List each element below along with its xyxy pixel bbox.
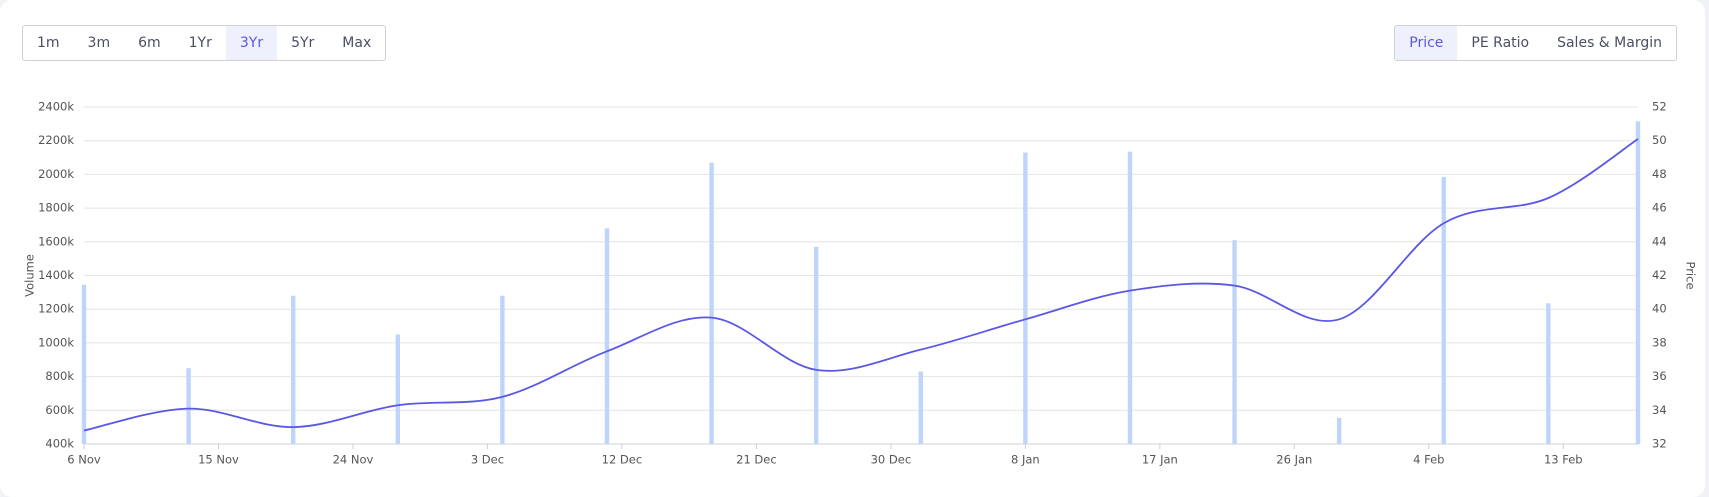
x-tick-label: 24 Nov — [333, 453, 374, 467]
x-tick-label: 8 Jan — [1011, 453, 1040, 467]
range-button[interactable]: 3m — [87, 35, 111, 51]
x-tick-label: 4 Feb — [1413, 453, 1444, 467]
y-tick-label: 1400k — [38, 268, 74, 282]
y-axis-title: Volume — [23, 254, 37, 297]
volume-bar — [1232, 240, 1237, 444]
x-tick-label: 13 Feb — [1544, 453, 1583, 467]
y2-tick-label: 38 — [1652, 335, 1667, 349]
range-button[interactable]: 5Yr — [291, 35, 315, 51]
x-tick-label: 3 Dec — [471, 453, 504, 467]
tab-button[interactable]: Sales & Margin — [1557, 35, 1662, 51]
x-tick-label: 30 Dec — [871, 453, 912, 467]
y2-tick-label: 36 — [1652, 369, 1667, 383]
y2-tick-label: 40 — [1652, 302, 1667, 316]
price-line — [83, 138, 1639, 432]
volume-bar — [709, 162, 714, 445]
tab-group: Price PE Ratio Sales & Margin — [1394, 25, 1677, 61]
volume-bar — [81, 284, 87, 444]
y-tick-label: 1000k — [38, 335, 74, 349]
volume-bar — [1635, 121, 1641, 444]
y-tick-label: 400k — [45, 437, 74, 451]
y2-tick-label: 34 — [1652, 403, 1667, 417]
y-tick-label: 2000k — [38, 167, 74, 181]
volume-bar — [1546, 303, 1551, 444]
y2-tick-label: 32 — [1652, 437, 1667, 451]
range-button[interactable]: 6m — [138, 35, 161, 51]
y2-tick-label: 52 — [1652, 100, 1667, 114]
y-tick-label: 800k — [45, 369, 74, 383]
tab-button[interactable]: PE Ratio — [1471, 35, 1530, 51]
volume-bar — [290, 295, 296, 444]
volume-bar — [500, 295, 505, 444]
y2-tick-label: 48 — [1652, 167, 1667, 181]
range-group: 1m 3m 6m 1Yr 3Yr 5Yr Max — [22, 25, 387, 61]
y-tick-label: 1600k — [38, 234, 74, 248]
x-tick-label: 21 Dec — [736, 453, 777, 467]
x-tick-label: 12 Dec — [602, 453, 643, 467]
volume-bar — [1336, 417, 1342, 444]
range-button[interactable]: 1m — [37, 35, 60, 51]
y-tick-label: 2200k — [38, 133, 74, 147]
x-tick-label: 17 Jan — [1142, 453, 1178, 467]
tab-button[interactable]: Price — [1395, 26, 1458, 60]
y2-tick-label: 44 — [1652, 234, 1667, 248]
y-tick-label: 600k — [45, 403, 74, 417]
y-tick-label: 2400k — [38, 100, 74, 114]
x-tick-label: 6 Nov — [67, 453, 101, 467]
y2-tick-label: 46 — [1652, 201, 1667, 215]
volume-bar — [186, 368, 191, 444]
y2-axis-title: Price — [1684, 261, 1698, 289]
volume-bar — [395, 334, 400, 444]
x-tick-label: 15 Nov — [198, 453, 239, 467]
volume-bar — [918, 371, 923, 444]
volume-bar — [1441, 176, 1446, 445]
volume-bar — [813, 246, 819, 444]
y2-tick-label: 42 — [1652, 268, 1667, 282]
y-tick-label: 1800k — [38, 201, 74, 215]
y-tick-label: 1200k — [38, 302, 74, 316]
volume-bar — [1127, 151, 1133, 444]
range-button[interactable]: 3Yr — [225, 26, 278, 60]
range-button[interactable]: Max — [342, 35, 372, 51]
range-button[interactable]: 1Yr — [188, 35, 212, 51]
volume-bar — [604, 228, 610, 444]
volume-bar — [1023, 152, 1028, 444]
y2-tick-label: 50 — [1652, 133, 1667, 147]
x-tick-label: 26 Jan — [1276, 453, 1312, 467]
